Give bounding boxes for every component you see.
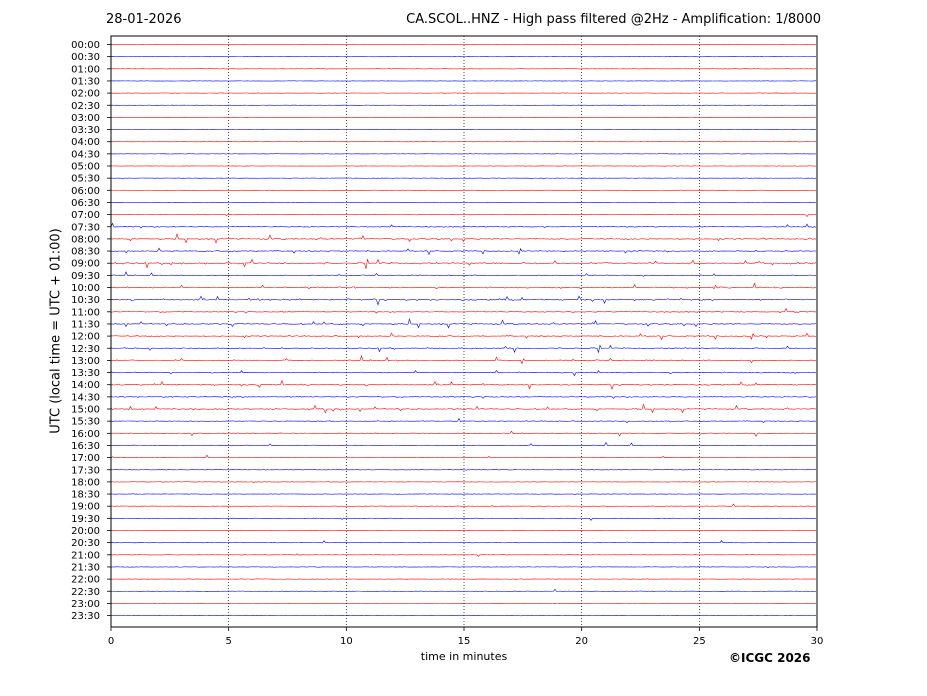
y-tick-label: 05:00 <box>71 162 100 173</box>
y-tick-label: 02:30 <box>71 101 100 112</box>
y-tick-label: 03:30 <box>71 125 100 136</box>
y-tick-label: 12:00 <box>71 332 100 343</box>
y-tick-label: 11:00 <box>71 307 100 318</box>
y-tick-label: 17:30 <box>71 465 100 476</box>
trace-0800 <box>110 232 817 244</box>
y-tick-label: 02:00 <box>71 89 100 100</box>
trace-2030 <box>110 539 817 544</box>
y-tick-label: 19:00 <box>71 502 100 513</box>
trace-0730 <box>110 222 817 229</box>
y-tick-label: 15:00 <box>71 405 100 416</box>
trace-0930 <box>110 271 817 277</box>
trace-0630 <box>110 201 817 204</box>
y-tick-label: 01:00 <box>71 64 100 75</box>
chart-title: CA.SCOL..HNZ - High pass filtered @2Hz -… <box>406 12 821 27</box>
trace-1000 <box>110 282 817 290</box>
y-tick-label: 12:30 <box>71 344 100 355</box>
y-tick-label: 10:30 <box>71 295 100 306</box>
trace-1030 <box>110 295 817 306</box>
y-tick-label: 08:00 <box>71 234 100 245</box>
y-tick-label: 16:00 <box>71 429 100 440</box>
y-tick-label: 17:00 <box>71 453 100 464</box>
trace-1130 <box>110 318 817 329</box>
trace-1800 <box>110 481 816 484</box>
y-tick-label: 22:00 <box>71 575 100 586</box>
trace-1330 <box>110 369 817 377</box>
trace-1930 <box>110 517 817 521</box>
trace-1230 <box>110 344 817 354</box>
y-tick-label: 06:00 <box>71 186 100 197</box>
date-label: 28-01-2026 <box>106 12 182 27</box>
x-axis-label: time in minutes <box>420 650 508 663</box>
y-tick-label: 20:00 <box>71 526 100 537</box>
y-tick-label: 20:30 <box>71 538 100 549</box>
trace-1100 <box>110 307 817 314</box>
y-tick-label: 23:30 <box>71 611 100 622</box>
x-tick-label: 5 <box>225 636 231 647</box>
x-tick-label: 20 <box>575 636 588 647</box>
y-tick-label: 14:00 <box>71 380 100 391</box>
y-tick-label: 13:30 <box>71 368 100 379</box>
trace-1430 <box>110 395 817 399</box>
trace-2130 <box>110 566 817 569</box>
y-tick-label: 04:00 <box>71 137 100 148</box>
y-tick-label: 08:30 <box>71 247 100 258</box>
trace-2330 <box>110 614 817 617</box>
trace-1530 <box>110 417 817 424</box>
y-tick-label: 07:00 <box>71 210 100 221</box>
y-tick-label: 14:30 <box>71 392 100 403</box>
trace-1830 <box>110 493 817 496</box>
y-tick-label: 23:00 <box>71 599 100 610</box>
x-tick-label: 0 <box>108 636 114 647</box>
y-tick-label: 01:30 <box>71 76 100 87</box>
trace-0830 <box>110 247 817 256</box>
y-tick-label: 13:00 <box>71 356 100 367</box>
trace-1500 <box>110 403 817 414</box>
x-tick-label: 10 <box>340 636 353 647</box>
y-tick-label: 11:30 <box>71 319 100 330</box>
y-tick-label: 10:00 <box>71 283 100 294</box>
trace-1200 <box>110 332 817 341</box>
plot-frame <box>110 35 818 628</box>
copyright-label: ©ICGC 2026 <box>729 651 811 665</box>
trace-1900 <box>110 503 817 507</box>
trace-0900 <box>110 258 817 269</box>
y-tick-label: 21:30 <box>71 562 100 573</box>
y-tick-label: 22:30 <box>71 587 100 598</box>
y-tick-label: 09:30 <box>71 271 100 282</box>
x-tick-label: 25 <box>693 636 706 647</box>
trace-1300 <box>110 355 817 365</box>
trace-1600 <box>110 430 817 437</box>
y-tick-label: 19:30 <box>71 514 100 525</box>
y-tick-label: 00:00 <box>71 40 100 51</box>
y-tick-label: 00:30 <box>71 52 100 63</box>
trace-2100 <box>110 553 817 557</box>
y-tick-label: 05:30 <box>71 174 100 185</box>
trace-2230 <box>110 588 817 592</box>
y-tick-label: 16:30 <box>71 441 100 452</box>
y-tick-label: 21:00 <box>71 550 100 561</box>
trace-1400 <box>110 379 817 390</box>
trace-1630 <box>110 441 817 447</box>
x-tick-label: 30 <box>811 636 824 647</box>
trace-1700 <box>110 454 817 459</box>
trace-0700 <box>110 213 817 218</box>
y-tick-label: 04:30 <box>71 149 100 160</box>
y-tick-label: 15:30 <box>71 417 100 428</box>
y-tick-label: 03:00 <box>71 113 100 124</box>
y-tick-label: 18:00 <box>71 477 100 488</box>
trace-1730 <box>110 469 816 471</box>
y-tick-label: 09:00 <box>71 259 100 270</box>
y-tick-label: 06:30 <box>71 198 100 209</box>
x-tick-label: 15 <box>458 636 471 647</box>
y-tick-label: 07:30 <box>71 222 100 233</box>
y-tick-label: 18:30 <box>71 490 100 501</box>
